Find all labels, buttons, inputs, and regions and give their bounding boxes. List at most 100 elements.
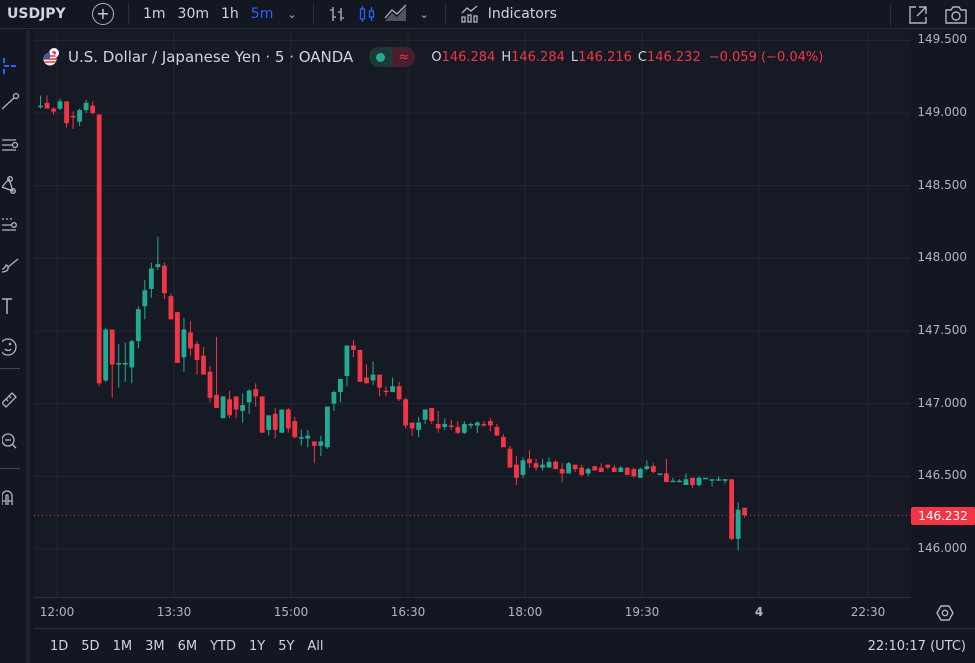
pattern-tool[interactable]: [0, 173, 24, 197]
date-range-selector: 1D 5D 1M 3M 6M YTD 1Y 5Y All: [34, 639, 337, 654]
toolbar-divider: [444, 3, 446, 25]
pattern-icon: [2, 176, 16, 194]
trend-line-tool[interactable]: [0, 90, 24, 114]
brush-tool[interactable]: [0, 253, 24, 277]
chart-legend: U.S. Dollar / Japanese Yen · 5 · OANDA ≈…: [42, 46, 823, 68]
forecast-icon: [2, 218, 17, 231]
price-label: 146.000: [917, 541, 967, 555]
chart-type-dropdown-chevron-icon[interactable]: ⌄: [419, 7, 429, 21]
brush-icon: [2, 258, 19, 273]
chart-settings-button[interactable]: [935, 603, 955, 627]
range-1y[interactable]: 1Y: [248, 638, 266, 654]
ohlc-values: O 146.284 H 146.284 L 146.216 C 146.232 −0.0…: [431, 50, 823, 65]
utc-clock[interactable]: 22:10:17 (UTC): [867, 638, 966, 654]
usd-jpy-flag-icon: [43, 48, 59, 66]
trend-line-icon: [2, 92, 20, 110]
zoom-in-tool[interactable]: [0, 429, 24, 453]
interval-1h[interactable]: 1h: [221, 6, 239, 22]
current-price-tag: 146.232: [911, 507, 975, 525]
range-1d[interactable]: 1D: [50, 638, 69, 654]
range-ytd[interactable]: YTD: [210, 638, 236, 654]
market-open-dot-icon: [376, 52, 386, 62]
candles-icon: [359, 6, 374, 22]
interval-dropdown-chevron-icon[interactable]: ⌄: [287, 7, 297, 21]
close-value: 146.232: [646, 49, 701, 65]
price-label: 147.500: [917, 323, 967, 337]
area-style-button[interactable]: [382, 0, 412, 28]
toolbar-divider: [890, 3, 891, 26]
bottom-toolbar: 1D 5D 1M 3M 6M YTD 1Y 5Y All 22:10:17 (U…: [34, 628, 975, 663]
camera-icon: [945, 5, 967, 24]
top-toolbar: USDJPY + 1m 30m 1h 5m ⌄ ⌄ Indicators: [0, 0, 975, 29]
close-label: C: [637, 49, 647, 65]
fib-retracement-tool[interactable]: [0, 133, 24, 157]
smiley-icon: [2, 338, 17, 356]
price-label: 148.500: [917, 178, 967, 192]
price-label: 149.000: [917, 105, 967, 119]
plus-icon: +: [96, 4, 110, 23]
interval-1m[interactable]: 1m: [143, 6, 166, 22]
text-tool[interactable]: [0, 294, 24, 318]
change-value: −0.059 (−0.04%): [708, 49, 824, 65]
interval-5m[interactable]: 5m: [250, 6, 274, 22]
bars-style-button[interactable]: [322, 0, 352, 28]
emoji-tool[interactable]: [0, 335, 24, 359]
price-label: 146.500: [917, 468, 967, 482]
time-label: 18:00: [507, 605, 543, 619]
price-axis[interactable]: 149.500 149.000 148.500 148.000 147.500 …: [911, 30, 975, 597]
magnet-tool[interactable]: [0, 485, 24, 509]
time-label: 16:30: [390, 605, 426, 619]
range-6m[interactable]: 6M: [177, 638, 198, 654]
time-label: 15:00: [273, 605, 309, 619]
interval-30m[interactable]: 30m: [177, 6, 209, 22]
settings-gear-icon: [936, 605, 954, 621]
measure-tool[interactable]: [0, 387, 24, 411]
low-label: L: [570, 49, 579, 65]
indicators-button[interactable]: Indicators: [454, 4, 557, 24]
high-value: 146.284: [511, 49, 565, 65]
open-fullscreen-button[interactable]: [899, 1, 937, 29]
symbol-search[interactable]: USDJPY: [7, 6, 66, 22]
time-label: 12:00: [39, 605, 75, 619]
open-value: 146.284: [441, 49, 496, 65]
crosshair-icon: [3, 58, 16, 74]
fib-lines-icon: [2, 139, 19, 151]
drawing-toolbar: [0, 30, 30, 663]
ruler-icon: [2, 392, 17, 408]
snapshot-button[interactable]: [937, 1, 975, 29]
magnet-icon: [2, 490, 13, 505]
range-3m[interactable]: 3M: [145, 638, 165, 654]
candles-style-button[interactable]: [352, 0, 382, 28]
indicators-icon: [461, 5, 478, 23]
interval-favorites: 1m 30m 1h 5m: [137, 6, 279, 22]
external-link-icon: [909, 5, 927, 24]
crosshair-tool[interactable]: [0, 54, 24, 78]
time-label: 22:30: [850, 605, 886, 619]
compare-symbol-button[interactable]: +: [92, 3, 114, 25]
toolbar-divider: [312, 3, 314, 25]
candlestick-chart[interactable]: [34, 30, 911, 597]
area-chart-icon: [384, 4, 407, 21]
price-label: 148.000: [917, 250, 967, 264]
open-label: O: [431, 49, 442, 65]
range-1m[interactable]: 1M: [112, 638, 133, 654]
data-delay-icon: ≈: [398, 49, 410, 65]
time-label-day: 4: [754, 605, 764, 619]
high-label: H: [501, 49, 512, 65]
chart-pane[interactable]: [34, 30, 911, 597]
prediction-tool[interactable]: [0, 213, 24, 237]
range-5d[interactable]: 5D: [81, 638, 100, 654]
market-status-pill[interactable]: ≈: [369, 47, 416, 67]
toolbar-right: [882, 0, 975, 29]
time-axis[interactable]: 12:00 13:30 15:00 16:30 18:00 19:30 4 22…: [34, 597, 911, 627]
bar-chart-icon: [329, 7, 344, 21]
magnifier-icon: [2, 433, 17, 449]
toolbar-separator: [0, 468, 20, 469]
text-icon: [2, 298, 12, 314]
toolbar-separator: [0, 368, 20, 369]
price-label: 149.500: [917, 32, 967, 46]
symbol-title[interactable]: U.S. Dollar / Japanese Yen · 5 · OANDA: [68, 48, 354, 66]
time-label: 19:30: [624, 605, 660, 619]
range-5y[interactable]: 5Y: [278, 638, 295, 654]
range-all[interactable]: All: [307, 638, 324, 654]
